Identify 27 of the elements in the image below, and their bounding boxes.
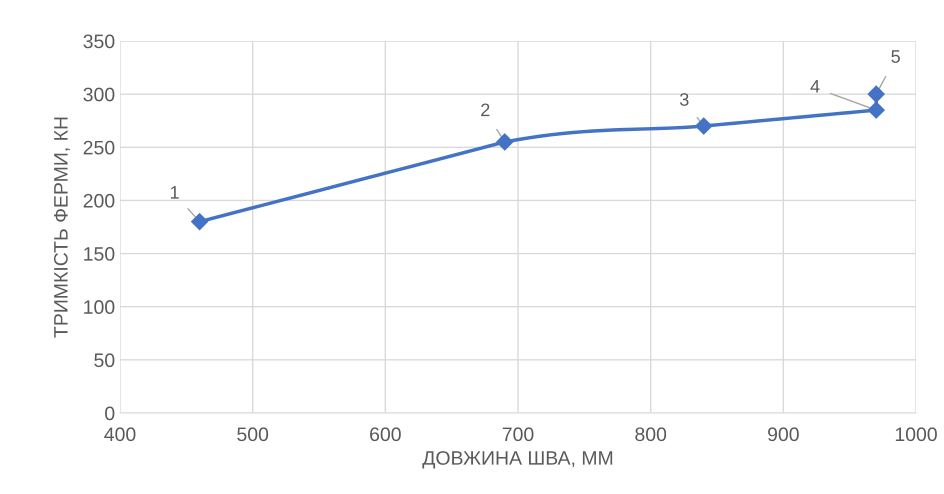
annotation: 3 xyxy=(680,93,689,106)
point xyxy=(191,213,208,230)
annotation: 4 xyxy=(810,80,820,93)
x-tick-label: 700 xyxy=(502,427,534,442)
y-tick-label: 50 xyxy=(94,353,114,368)
annotation: 2 xyxy=(481,103,490,116)
y-tick-label: 250 xyxy=(84,140,114,155)
y-tick-label: 200 xyxy=(84,194,114,208)
point xyxy=(868,86,885,103)
x-tick-label: 600 xyxy=(370,427,401,442)
point xyxy=(868,102,885,119)
point xyxy=(496,133,514,151)
x-tick-label: 1000 xyxy=(896,427,937,442)
y-tick-label: 0 xyxy=(105,406,114,420)
point xyxy=(695,117,712,135)
y-tick-label: 150 xyxy=(84,247,114,261)
x-tick-label: 800 xyxy=(635,427,666,442)
annotation: 5 xyxy=(891,50,900,63)
y-tick-label: 300 xyxy=(83,88,114,102)
x-tick-label: 900 xyxy=(768,427,799,442)
x-tick-label: 400 xyxy=(104,427,136,442)
x-axis-title: ДОВЖИНА ШВА, ММ xyxy=(422,451,612,469)
y-tick-label: 100 xyxy=(84,300,114,314)
x-tick-label: 500 xyxy=(237,427,268,442)
y-axis-title: ТРИМКІСТЬ ФЕРМИ, КН xyxy=(54,118,70,338)
annotation: 1 xyxy=(170,186,179,199)
y-tick-label: 350 xyxy=(83,34,114,48)
